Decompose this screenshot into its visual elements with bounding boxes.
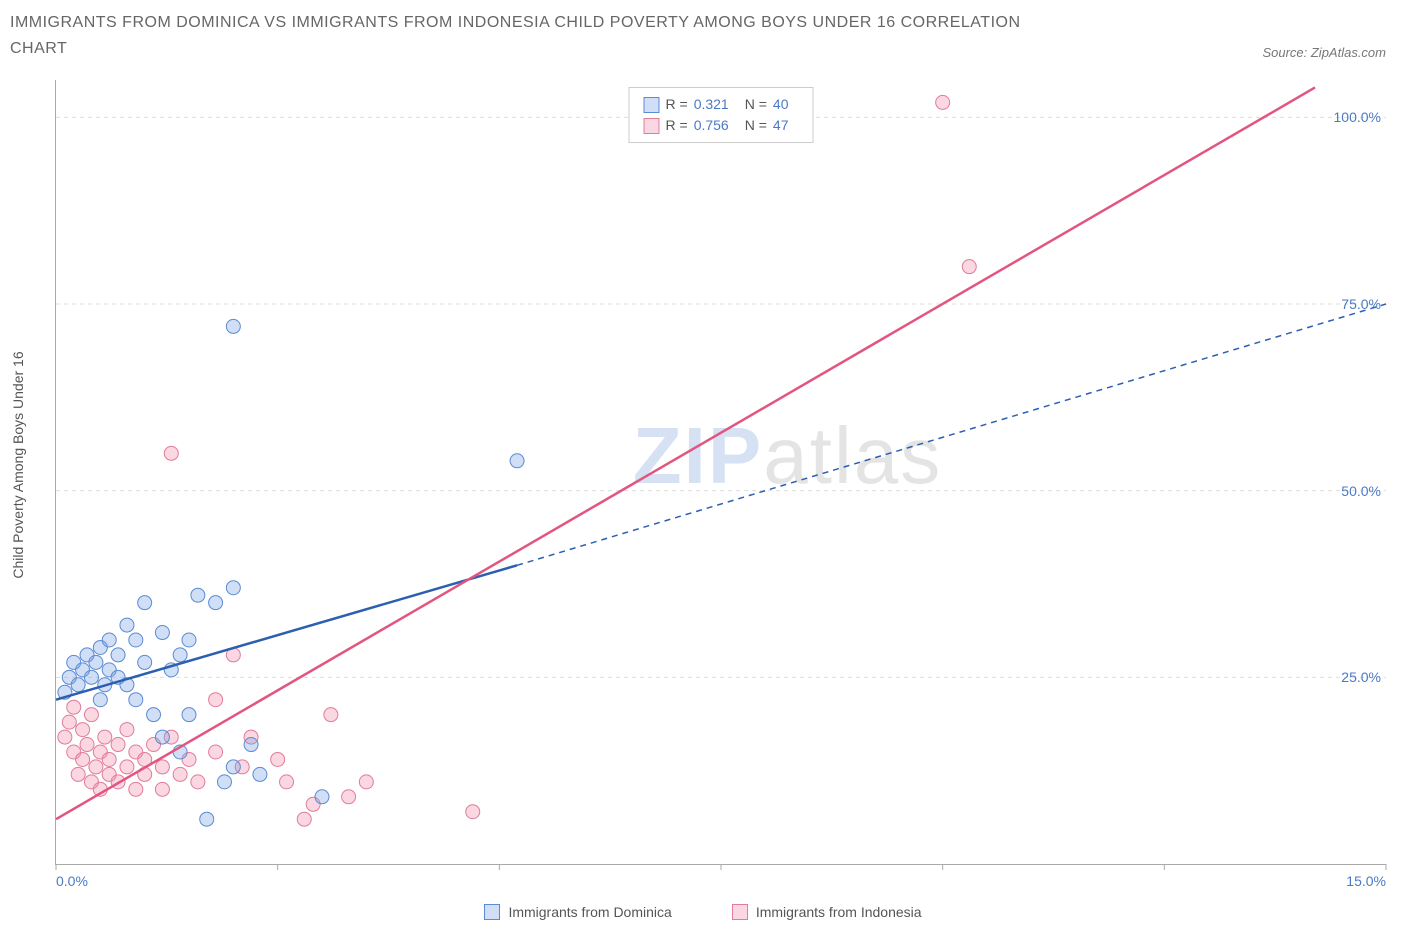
swatch-series2 — [644, 118, 660, 134]
x-tick-label-left: 0.0% — [56, 873, 88, 889]
stat-n-value-2: 47 — [773, 115, 789, 136]
y-tick-label: 50.0% — [1341, 483, 1381, 499]
swatch-series1 — [484, 904, 500, 920]
source-attribution: Source: ZipAtlas.com — [1262, 45, 1386, 60]
y-tick-label: 100.0% — [1334, 109, 1381, 125]
stat-r-value-1: 0.321 — [694, 94, 729, 115]
legend-item-series2: Immigrants from Indonesia — [732, 904, 922, 920]
stats-legend-box: R = 0.321 N = 40 R = 0.756 N = 47 — [629, 87, 814, 143]
legend-label-series2: Immigrants from Indonesia — [756, 904, 922, 920]
stat-n-label: N = — [745, 115, 767, 136]
stat-n-label: N = — [745, 94, 767, 115]
stats-row-series1: R = 0.321 N = 40 — [644, 94, 799, 115]
stats-row-series2: R = 0.756 N = 47 — [644, 115, 799, 136]
source-name: ZipAtlas.com — [1311, 45, 1386, 60]
stat-r-label: R = — [666, 94, 688, 115]
stat-r-value-2: 0.756 — [694, 115, 729, 136]
plot-area: ZIPatlas R = 0.321 N = 40 R = 0.756 N = … — [55, 80, 1386, 865]
swatch-series2 — [732, 904, 748, 920]
chart-svg — [56, 80, 1386, 864]
y-axis-label: Child Poverty Among Boys Under 16 — [10, 351, 26, 578]
y-tick-label: 25.0% — [1341, 669, 1381, 685]
bottom-legend: Immigrants from Dominica Immigrants from… — [10, 904, 1396, 920]
x-tick-label-right: 15.0% — [1346, 873, 1386, 889]
source-prefix: Source: — [1262, 45, 1310, 60]
stat-r-label: R = — [666, 115, 688, 136]
legend-label-series1: Immigrants from Dominica — [508, 904, 671, 920]
stat-n-value-1: 40 — [773, 94, 789, 115]
legend-item-series1: Immigrants from Dominica — [484, 904, 671, 920]
swatch-series1 — [644, 97, 660, 113]
correlation-chart: IMMIGRANTS FROM DOMINICA VS IMMIGRANTS F… — [10, 10, 1396, 920]
y-tick-label: 75.0% — [1341, 296, 1381, 312]
chart-title: IMMIGRANTS FROM DOMINICA VS IMMIGRANTS F… — [10, 10, 1070, 61]
